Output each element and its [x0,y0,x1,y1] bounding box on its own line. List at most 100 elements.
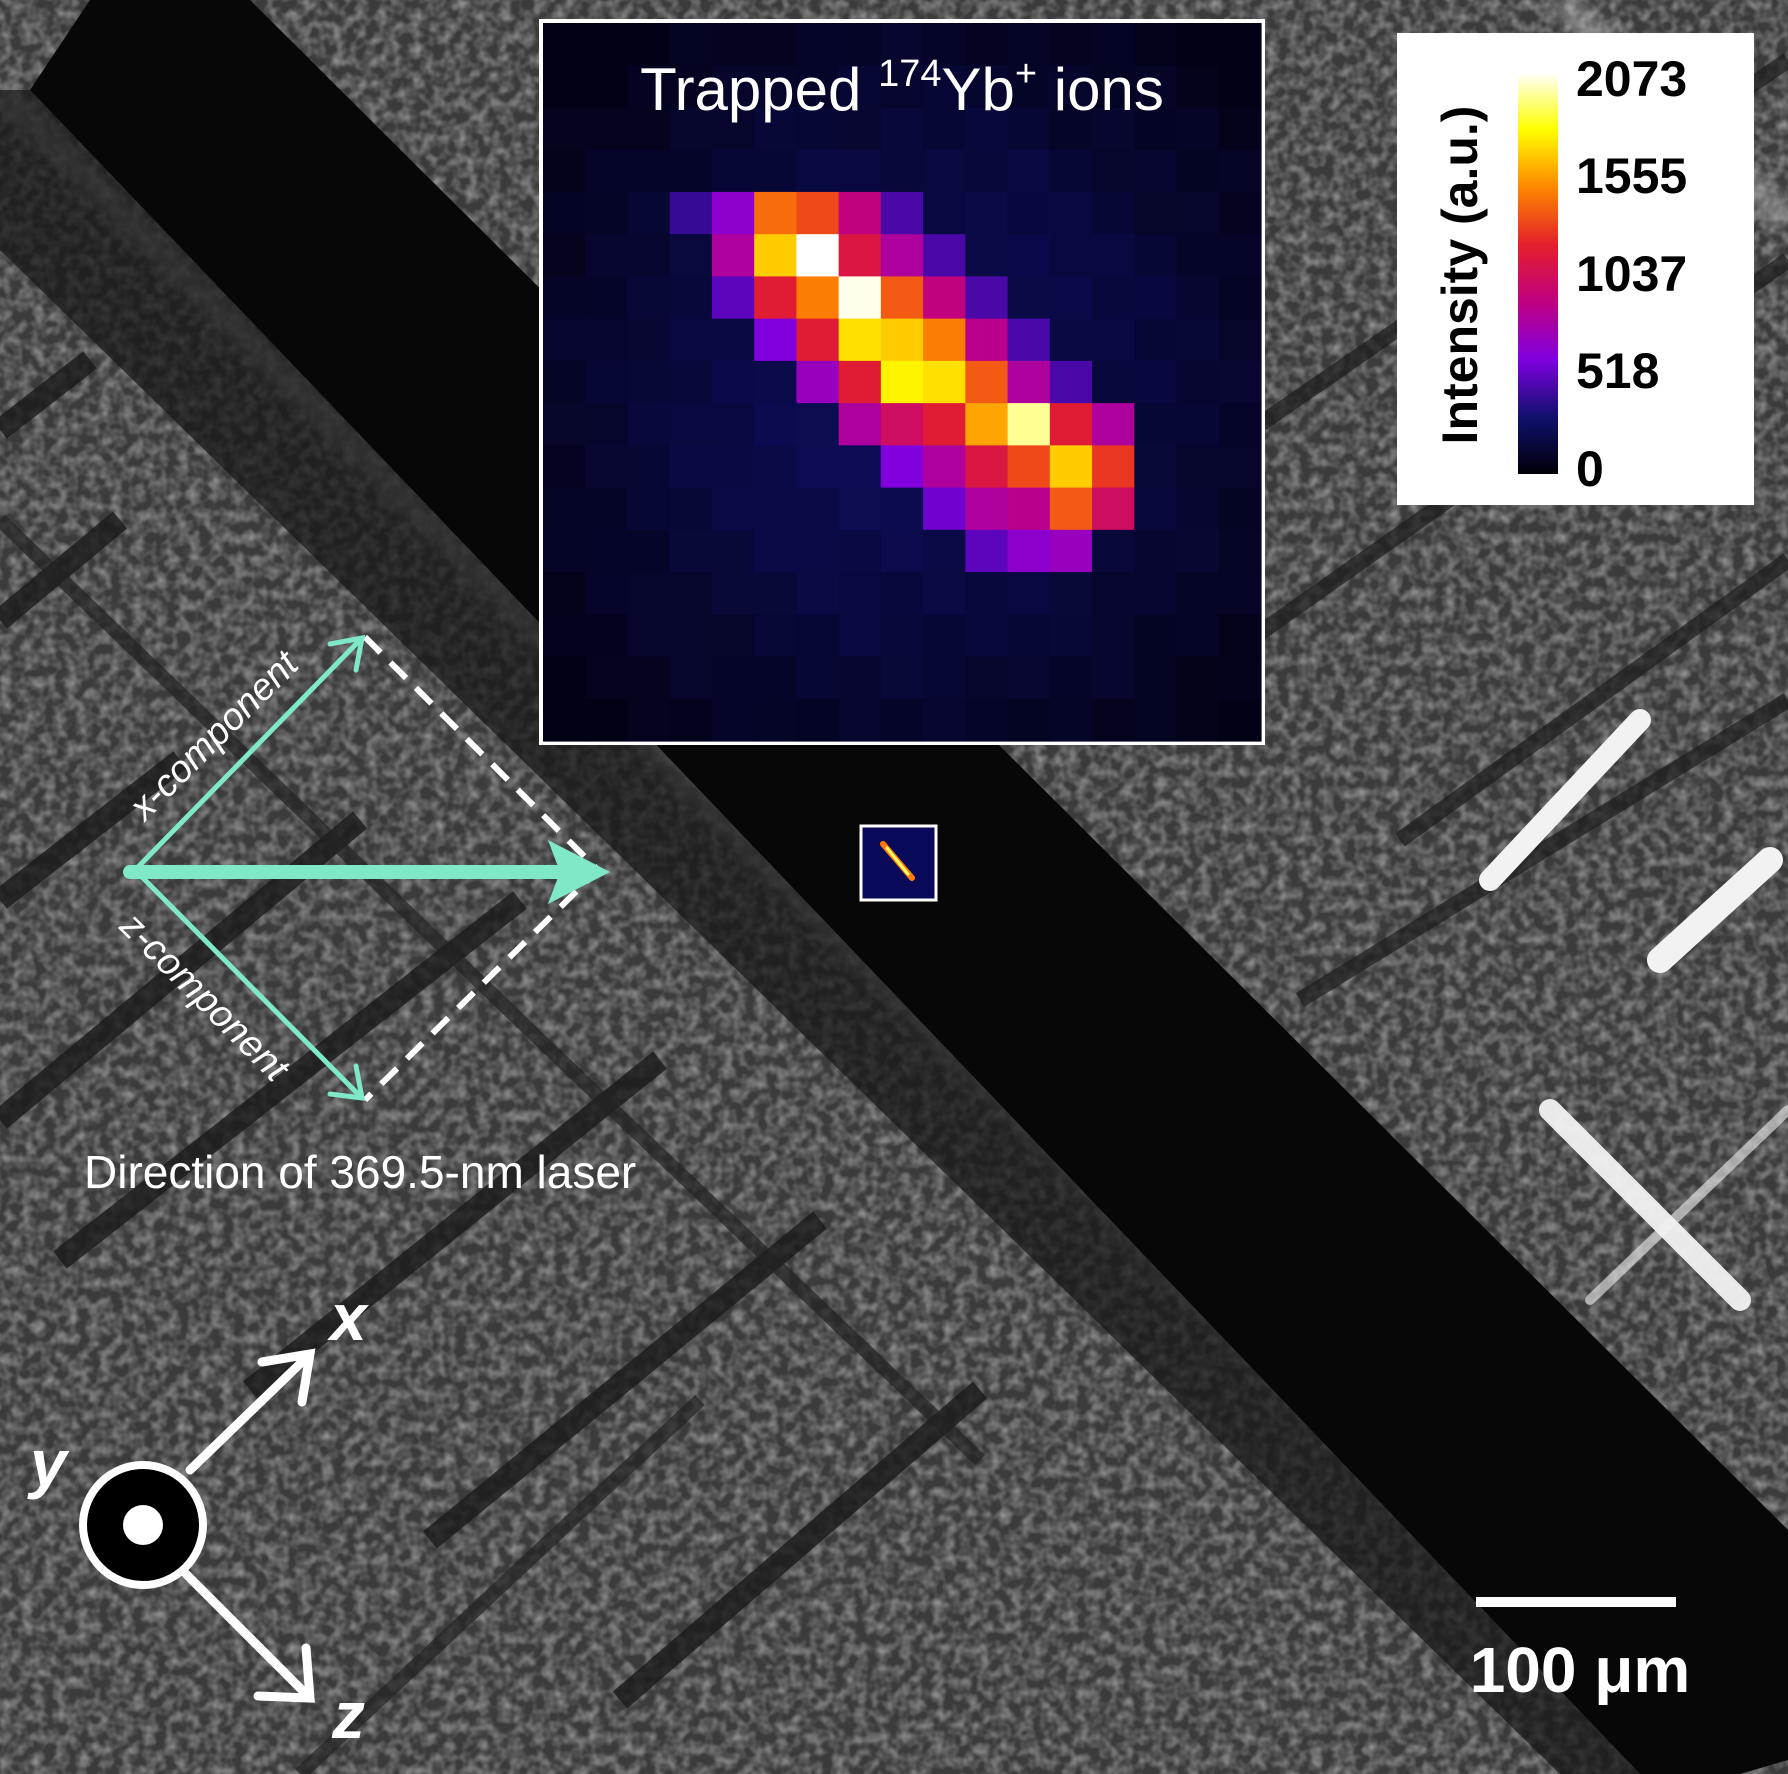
heatmap-cell [627,23,671,66]
heatmap-cell [796,656,840,700]
heatmap-cell [711,572,755,615]
heatmap-cell [711,234,755,278]
heatmap-cell [1176,318,1220,362]
heatmap-cell [923,360,966,404]
heatmap-cell [627,234,671,278]
heatmap-cell [1134,23,1178,66]
heatmap-cell [585,276,629,320]
trap-slot-shadow [0,90,1640,1774]
heatmap-cell [923,698,966,742]
heatmap-cell [1176,614,1220,658]
colorbar-label: Intensity (a.u.) [1432,106,1488,445]
heatmap-cell [543,318,586,362]
heatmap-cell [1218,360,1262,404]
z-axis-arrow-head [253,1643,315,1703]
heatmap-cell [1218,276,1262,320]
ion-chain-mini-core [885,846,910,876]
heatmap-cell [965,656,1009,700]
heatmap-cell [627,318,671,362]
heatmap-cell [1134,572,1178,615]
heatmap-cell [880,445,924,489]
heatmap-cell [1218,234,1262,278]
heatmap-cell [1218,107,1262,151]
left-electrode-lines [0,514,985,1774]
heatmap-cell [880,656,924,700]
z-axis-label: z [331,1678,365,1752]
heatmap-cell [543,529,586,573]
heatmap-cell [1049,318,1093,362]
heatmap-cell [627,656,671,700]
heatmap-cell [585,65,629,109]
heatmap-cell [543,445,586,489]
heatmap-cell [543,656,586,700]
heatmap-cell [669,403,713,446]
heatmap-cell [796,149,840,193]
heatmap-cell [711,529,755,573]
heatmap-cell [965,234,1009,278]
heatmap-cell [754,529,798,573]
heatmap-cell [1007,23,1051,66]
heatmap-cell [796,65,840,109]
heatmap-cell [880,318,924,362]
heatmap-cell [1176,445,1220,489]
heatmap-cell [1176,487,1220,531]
heatmap-cell [711,487,755,531]
heatmap-cell [754,234,798,278]
heatmap-cell [1134,360,1178,404]
heatmap-cell [838,318,882,362]
heatmap-cell [543,360,586,404]
heatmap-cell [1176,276,1220,320]
heatmap-cell [627,149,671,193]
heatmap-cell [965,360,1009,404]
heatmap-cell [838,614,882,658]
heatmap-cell [1049,360,1093,404]
heatmap-cell [838,107,882,151]
heatmap-cell [965,445,1009,489]
heatmap-cell [627,360,671,404]
heatmap-cell [1134,107,1178,151]
ion-marker [859,824,938,902]
heatmap-cell [880,614,924,658]
heatmap-cell [923,572,966,615]
heatmap-cell [1007,191,1051,235]
heatmap-cell [880,403,924,446]
heatmap-cell [543,487,586,531]
heatmap-cell [1049,23,1093,66]
heatmap-cell [711,360,755,404]
heatmap-cell [585,698,629,742]
heatmap-cell [1007,107,1051,151]
heatmap-cell [585,23,629,66]
heatmap-cell [838,23,882,66]
heatmap-cell [1007,234,1051,278]
heatmap-cell [923,23,966,66]
heatmap-cell [880,191,924,235]
heatmap-cell [1092,23,1135,66]
heatmap-cell [796,23,840,66]
heatmap-cell [754,698,798,742]
heatmap-cell [1092,529,1135,573]
heatmap-cell [923,234,966,278]
heatmap-cell [965,572,1009,615]
heatmap-cell [923,656,966,700]
colorbar-panel [1397,33,1754,505]
heatmap-cell [627,529,671,573]
heatmap-cell [838,445,882,489]
heatmap-cell [1007,656,1051,700]
x-component-arrow [132,634,366,873]
heatmap-cell [965,614,1009,658]
heatmap-cell [711,191,755,235]
heatmap-cell [1134,698,1178,742]
heatmap-cell [1049,614,1093,658]
heatmap-cell [1007,276,1051,320]
heatmap-cell [838,276,882,320]
heatmap-cell [1176,360,1220,404]
heatmap-cell [1134,276,1178,320]
heatmap-cell [965,487,1009,531]
heatmap-cell [965,403,1009,446]
heatmap-cell [880,529,924,573]
heatmap-cell [1176,191,1220,235]
heatmap-cell [838,487,882,531]
heatmap-cell [754,403,798,446]
heatmap-cell [1092,360,1135,404]
